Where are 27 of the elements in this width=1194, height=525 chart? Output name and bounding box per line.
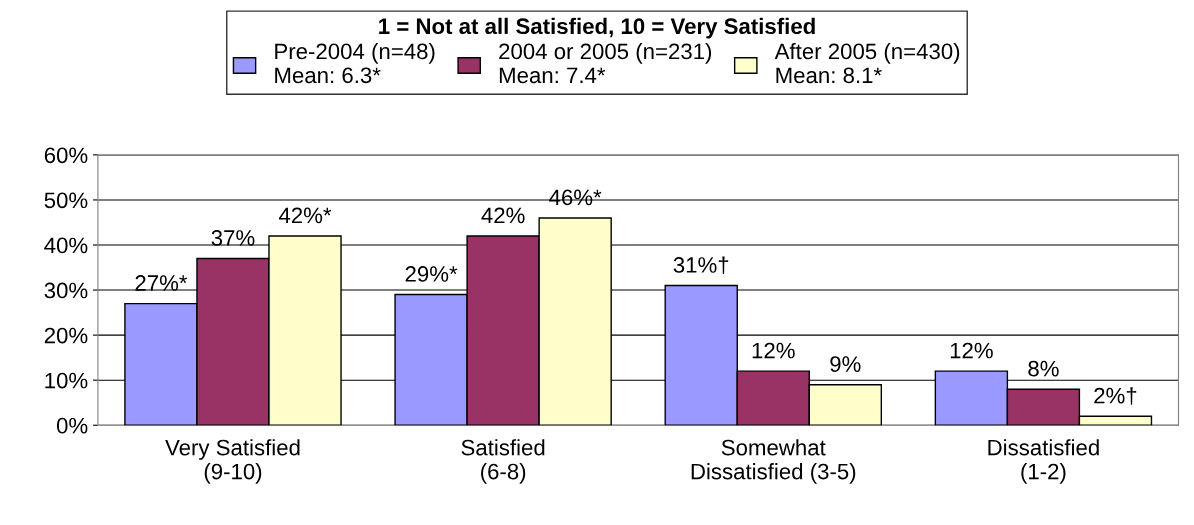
data-label: 46%*: [549, 189, 602, 206]
y-tick-label: 50%: [44, 192, 88, 209]
data-label: 29%*: [405, 266, 458, 282]
data-label: 12%: [752, 342, 795, 359]
y-tick-label: 30%: [44, 282, 88, 299]
y-tick-label: 20%: [44, 327, 88, 344]
data-label: 2%†: [1094, 387, 1137, 405]
data-label: 37%: [211, 230, 255, 246]
data-label: 9%: [830, 356, 861, 372]
data-label: 12%: [950, 342, 993, 359]
y-tick-label: 0%: [56, 417, 88, 434]
data-label: 42%: [481, 207, 525, 224]
y-tick-label: 40%: [44, 237, 88, 254]
legend-label: 2004 or 2005 (n=231) Mean: 7.4*: [499, 42, 712, 84]
x-tick-label: Satisfied (6-8): [461, 439, 545, 484]
data-label: 31%†: [673, 256, 729, 275]
x-tick-label: Somewhat Dissatisfied (3-5): [691, 439, 856, 484]
x-tick-label: Very Satisfied (9-10): [165, 439, 300, 484]
y-tick-label: 60%: [44, 147, 88, 164]
data-label: 27%*: [135, 275, 188, 291]
legend-label: Pre-2004 (n=48) Mean: 6.3*: [275, 42, 435, 84]
x-tick-label: Dissatisfied (1-2): [988, 439, 1099, 484]
y-tick-label: 10%: [45, 372, 88, 389]
legend-label: After 2005 (n=430) Mean: 8.1*: [774, 42, 960, 84]
data-label: 42%*: [278, 207, 332, 224]
legend-title: 1 = Not at all Satisfied, 10 = Very Satisfied: [379, 17, 815, 39]
data-label: 8%: [1028, 360, 1059, 377]
